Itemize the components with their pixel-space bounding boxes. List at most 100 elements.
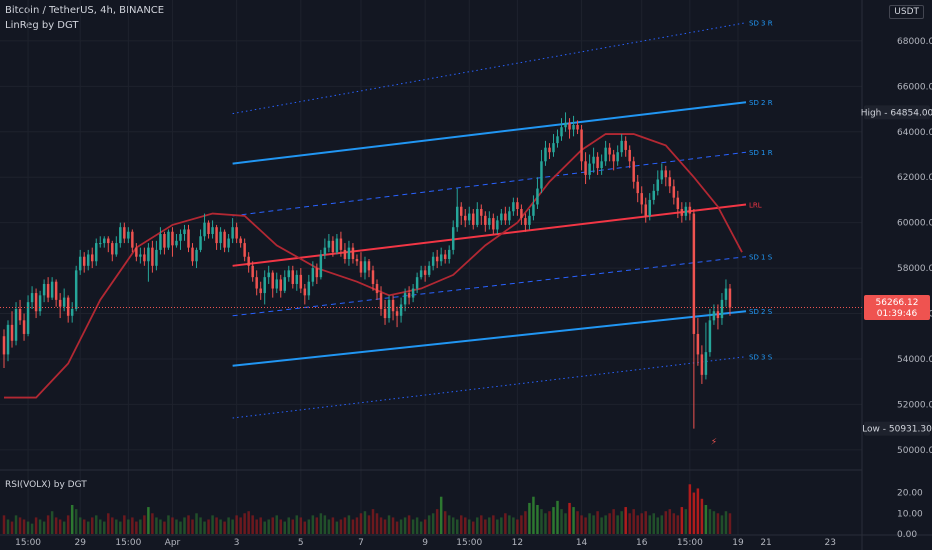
volume-bar xyxy=(243,513,246,534)
volume-bar xyxy=(564,513,567,534)
x-tick-label: 19 xyxy=(732,538,744,548)
candle-body xyxy=(343,249,347,259)
candle-body xyxy=(484,215,487,225)
volume-bar xyxy=(484,519,487,534)
candle-body xyxy=(636,181,639,194)
candle-body xyxy=(480,209,483,216)
volume-bar xyxy=(415,517,419,534)
candle-body xyxy=(299,274,303,289)
volume-bar xyxy=(26,521,30,534)
candle-body xyxy=(632,161,635,182)
volume-bar xyxy=(468,519,471,534)
candle-body xyxy=(99,243,102,245)
volume-bar xyxy=(684,509,688,534)
volume-bar xyxy=(403,517,407,534)
candle-body xyxy=(82,256,86,266)
candle-body xyxy=(700,354,704,375)
candle-body xyxy=(70,308,74,316)
candle-body xyxy=(532,204,535,216)
candle-body xyxy=(231,227,234,239)
candle-body xyxy=(427,265,431,275)
candle-body xyxy=(500,213,503,221)
candle-body xyxy=(676,197,680,210)
volume-bar xyxy=(211,515,214,534)
volume-bar xyxy=(307,519,311,534)
volume-bar xyxy=(151,513,154,534)
volume-bar xyxy=(612,509,615,534)
volume-bar xyxy=(435,509,439,534)
volume-bar xyxy=(131,517,134,534)
candle-body xyxy=(335,238,339,253)
last-price-marker: 56266.12 xyxy=(876,298,919,308)
volume-bar xyxy=(544,513,547,534)
x-tick-label: 21 xyxy=(760,538,771,548)
x-tick-label: 5 xyxy=(298,538,304,548)
candle-body xyxy=(307,281,311,296)
rsi-title: RSI(VOLX) by DGT xyxy=(5,480,87,490)
candle-body xyxy=(447,249,451,259)
x-tick-label: 12 xyxy=(512,538,523,548)
candle-body xyxy=(407,293,411,298)
x-tick-label: 29 xyxy=(74,538,86,548)
volume-bar xyxy=(279,519,282,534)
candle-body xyxy=(291,270,295,284)
candles xyxy=(2,112,732,429)
volume-bar xyxy=(99,519,102,534)
volume-bar xyxy=(127,519,130,534)
volume-bar xyxy=(620,511,623,534)
volume-bar xyxy=(191,519,194,534)
volume-bar xyxy=(46,515,50,534)
volume-bar xyxy=(383,519,387,534)
volume-bar xyxy=(492,515,495,534)
candle-body xyxy=(716,311,720,319)
candle-body xyxy=(708,320,712,353)
volume-bar xyxy=(411,519,415,534)
candle-body xyxy=(644,204,647,216)
candle-body xyxy=(323,247,327,255)
candle-body xyxy=(155,249,158,266)
indicator-title[interactable]: LinReg by DGT xyxy=(5,20,79,31)
volume-bar xyxy=(6,519,10,534)
volume-bar xyxy=(315,517,319,534)
candle-body xyxy=(520,209,523,219)
candle-body xyxy=(239,238,242,244)
volume-bar xyxy=(135,521,138,534)
candle-body xyxy=(608,147,611,155)
symbol-title[interactable]: Bitcoin / TetherUS, 4h, BINANCE xyxy=(5,5,165,16)
volume-bar xyxy=(668,509,672,534)
channel-label: SD 3 S xyxy=(749,354,773,362)
volume-bar xyxy=(62,521,66,534)
y-tick-label: 66000.00 xyxy=(897,82,932,92)
candle-body xyxy=(347,247,351,259)
candle-body xyxy=(247,256,250,266)
candle-body xyxy=(175,240,178,246)
volume-bar xyxy=(512,517,515,534)
volume-bar xyxy=(255,519,258,534)
volume-bar xyxy=(54,517,58,534)
volume-bar xyxy=(576,511,579,534)
volume-bar xyxy=(472,521,475,534)
volume-bar xyxy=(70,505,74,534)
volume-bar xyxy=(251,515,254,534)
x-tick-label: 15:00 xyxy=(115,538,141,548)
volume-bar xyxy=(391,517,395,534)
candle-body xyxy=(712,311,716,321)
currency-badge[interactable]: USDT xyxy=(889,5,924,19)
volume-bar xyxy=(351,519,355,534)
volume-bar xyxy=(431,513,435,534)
x-tick-label: 7 xyxy=(358,538,364,548)
volume-bar xyxy=(708,509,712,534)
candle-body xyxy=(143,254,146,262)
volume-bar xyxy=(259,517,262,534)
volume-bar xyxy=(95,515,98,534)
volume-bar xyxy=(459,515,463,534)
x-tick-label: 3 xyxy=(234,538,240,548)
volume-bar xyxy=(580,515,583,534)
volume-bar xyxy=(596,511,599,534)
candle-body xyxy=(415,277,419,289)
channel-line xyxy=(232,22,747,115)
volume-bar xyxy=(632,509,635,534)
volume-bar xyxy=(299,517,303,534)
volume-bar xyxy=(207,519,210,534)
